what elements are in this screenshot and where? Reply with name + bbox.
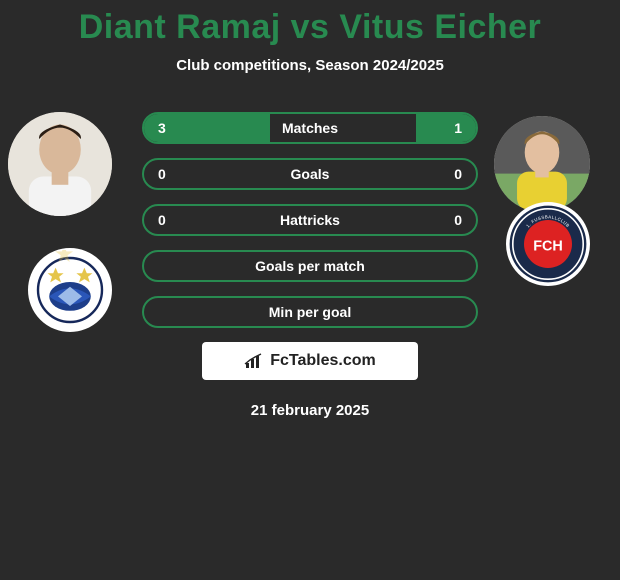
page-title: Diant Ramaj vs Vitus Eicher <box>0 0 620 47</box>
subtitle: Club competitions, Season 2024/2025 <box>0 57 620 74</box>
date-text: 21 february 2025 <box>0 402 620 419</box>
club-left-logo <box>28 248 112 332</box>
chart-icon <box>244 353 264 369</box>
stat-value-right: 1 <box>454 120 462 136</box>
club-right-logo: FCH 1. FUSSBALLCLUB <box>506 202 590 286</box>
brand-text: FcTables.com <box>270 352 376 370</box>
stat-bar-min-per-goal: Min per goal <box>142 296 478 328</box>
stat-label: Hattricks <box>280 212 340 228</box>
stat-label: Matches <box>282 120 338 136</box>
stat-label: Min per goal <box>269 304 351 320</box>
stat-value-left: 0 <box>158 212 166 228</box>
stat-value-right: 0 <box>454 212 462 228</box>
stat-label: Goals <box>291 166 330 182</box>
stat-bar-matches: 3 Matches 1 <box>142 112 478 144</box>
player-right-avatar <box>494 116 590 212</box>
stat-value-left: 0 <box>158 166 166 182</box>
stat-bar-goals-per-match: Goals per match <box>142 250 478 282</box>
player-left-avatar <box>8 112 112 216</box>
svg-text:FCH: FCH <box>533 238 563 254</box>
stat-fill-right <box>416 114 476 142</box>
comparison-panel: FCH 1. FUSSBALLCLUB 3 Matches 1 0 Goals … <box>0 112 620 419</box>
stat-label: Goals per match <box>255 258 365 274</box>
stat-bars: 3 Matches 1 0 Goals 0 0 Hattricks 0 Goal… <box>142 112 478 328</box>
stat-value-right: 0 <box>454 166 462 182</box>
brand-box: FcTables.com <box>202 342 418 380</box>
stat-bar-hattricks: 0 Hattricks 0 <box>142 204 478 236</box>
stat-bar-goals: 0 Goals 0 <box>142 158 478 190</box>
stat-value-left: 3 <box>158 120 166 136</box>
